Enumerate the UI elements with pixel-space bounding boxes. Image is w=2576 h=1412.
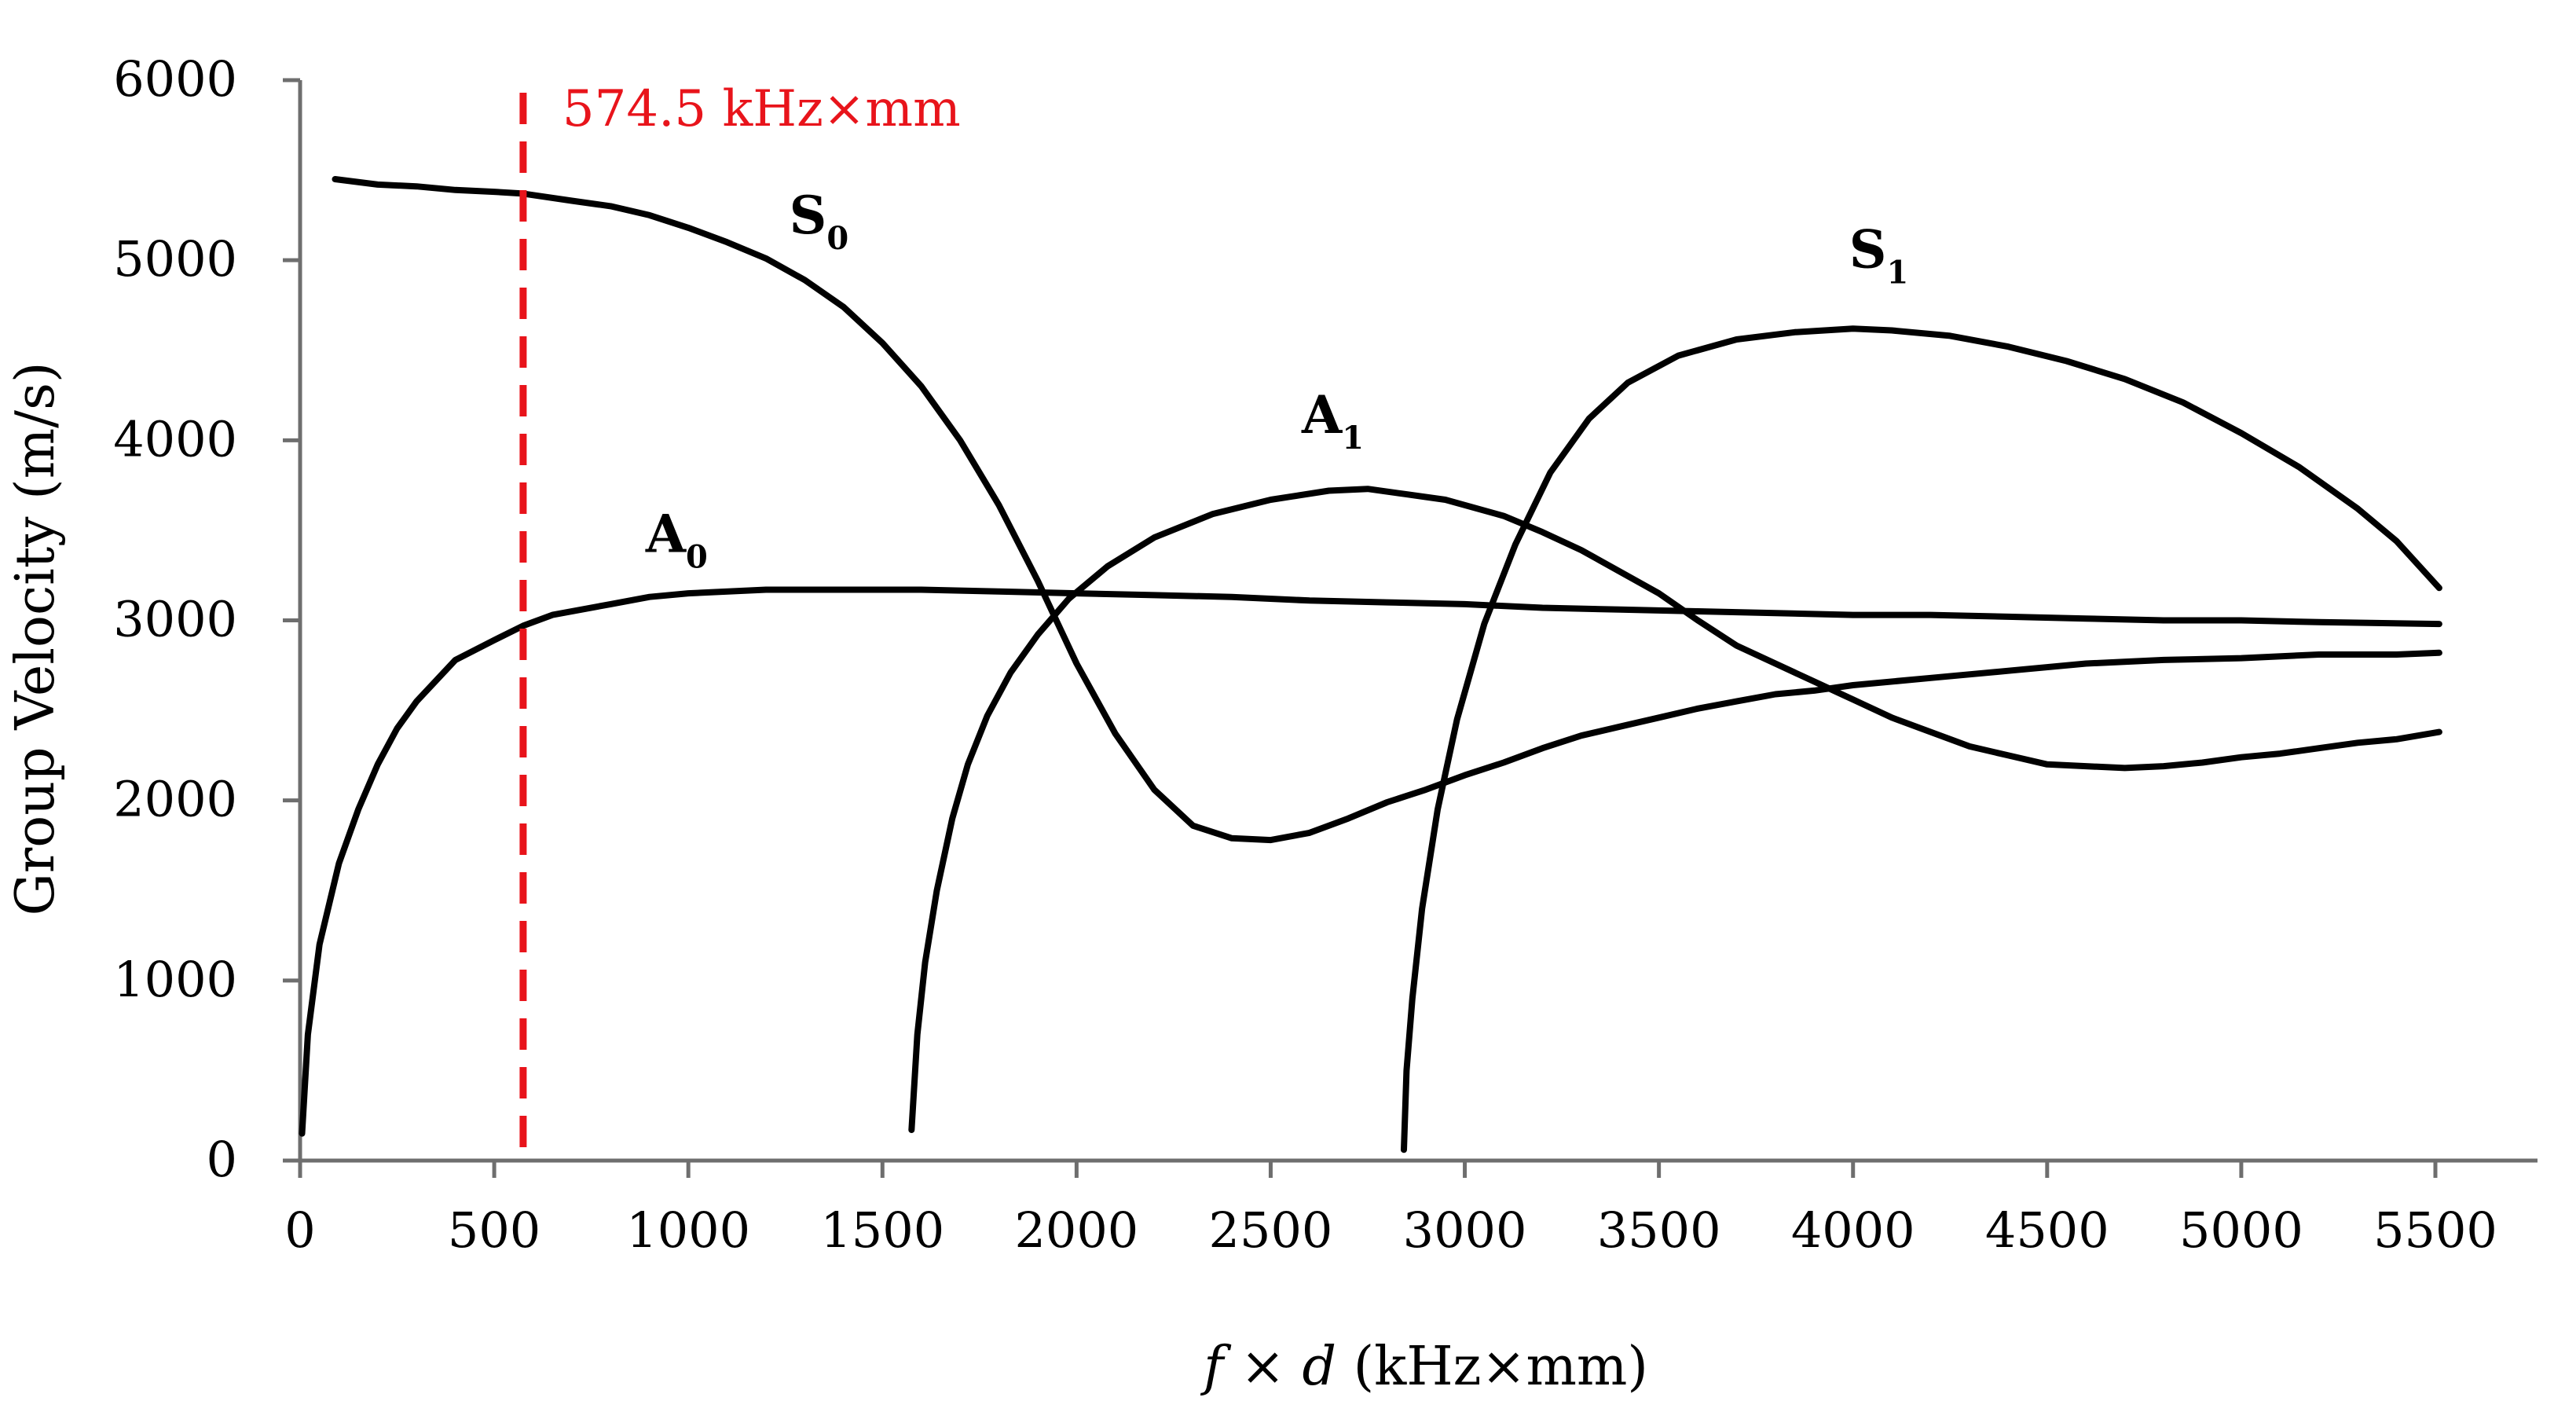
x-tick-label: 3000 xyxy=(1403,1201,1527,1259)
series-line-s0 xyxy=(332,176,2442,844)
x-axis-title-unit: (kHz×mm) xyxy=(1336,1336,1648,1398)
series-line-s1 xyxy=(1401,325,2442,1153)
y-tick-label: 2000 xyxy=(113,771,237,828)
x-tick-label: 1000 xyxy=(626,1201,750,1259)
x-tick-label: 2500 xyxy=(1209,1201,1333,1259)
series-label-s0: S0 xyxy=(790,185,849,257)
y-tick-label: 4000 xyxy=(113,410,237,468)
series-label-a0: A0 xyxy=(645,503,708,575)
y-tick-label: 1000 xyxy=(113,951,237,1008)
series-label-main: A xyxy=(645,503,687,564)
x-tick-label: 4500 xyxy=(1985,1201,2109,1259)
x-tick-label: 1500 xyxy=(820,1201,944,1259)
x-axis-title-times: × xyxy=(1223,1336,1302,1398)
y-tick-label: 0 xyxy=(207,1131,237,1188)
y-tick-label: 6000 xyxy=(113,50,237,108)
y-tick-label: 5000 xyxy=(113,230,237,288)
series-label-sub: 1 xyxy=(1886,254,1908,291)
series-label-main: S xyxy=(790,185,827,246)
x-tick-label: 5500 xyxy=(2373,1201,2497,1259)
series-label-sub: 1 xyxy=(1342,420,1364,457)
x-axis-title: f × d (kHz×mm) xyxy=(1200,1336,1648,1398)
series-label-a1: A1 xyxy=(1301,384,1364,457)
series-label-sub: 0 xyxy=(826,220,848,257)
marker-label: 574.5 kHz×mm xyxy=(562,80,961,138)
x-ticks-layer: 0 500 1000 1500 2000 2500 3000 3500 4000 4500 5000… xyxy=(284,1161,2497,1259)
series-label-sub: 0 xyxy=(686,538,708,575)
y-tick-label: 3000 xyxy=(113,591,237,648)
x-tick-label: 2000 xyxy=(1014,1201,1138,1259)
series-label-main: A xyxy=(1301,384,1343,446)
x-tick-label: 0 xyxy=(284,1201,315,1259)
series-layer xyxy=(299,176,2442,1153)
y-axis-title: Group Velocity (m/s) xyxy=(5,361,67,915)
x-tick-label: 3500 xyxy=(1597,1201,1721,1259)
marker-layer: 574.5 kHz×mm xyxy=(519,80,961,1161)
series-label-main: S xyxy=(1849,218,1887,280)
x-tick-label: 500 xyxy=(448,1201,540,1259)
series-line-a1 xyxy=(908,486,2442,1133)
x-tick-label: 4000 xyxy=(1791,1201,1915,1259)
x-tick-label: 5000 xyxy=(2179,1201,2303,1259)
x-axis-title-d: d xyxy=(1302,1336,1336,1398)
series-label-s1: S1 xyxy=(1849,218,1909,291)
series-line-a0 xyxy=(299,586,2442,1137)
y-ticks-layer: 0 1000 2000 3000 4000 5000 6000 xyxy=(113,50,300,1188)
